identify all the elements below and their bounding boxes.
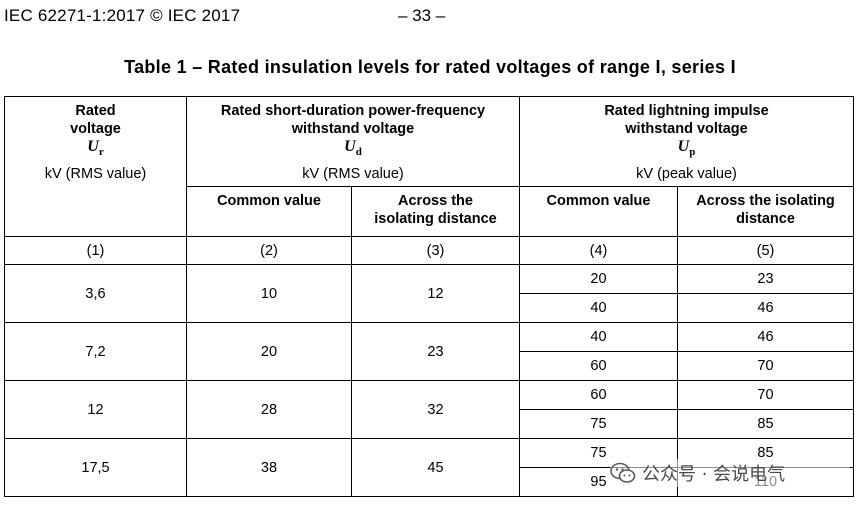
cell-up-common: 75: [519, 409, 678, 439]
column-number: (2): [186, 236, 352, 265]
table-row: 60 70: [5, 351, 854, 381]
symbol-ud: Ud: [189, 138, 517, 161]
table-caption: Table 1 – Rated insulation levels for ra…: [124, 57, 736, 77]
cell-ud-across: 12: [351, 264, 520, 323]
subheader-across-isolating-up: Across the isolating distance: [677, 186, 854, 237]
cell-rated-voltage: 7,2: [4, 322, 187, 381]
watermark-text: 公众号 · 会说电气: [642, 464, 786, 485]
cell-rated-voltage: 3,6: [4, 264, 187, 323]
cell-ud-common: 28: [186, 380, 352, 439]
table-row: 40 46: [5, 293, 854, 323]
unit-kv-rms-1: kV (RMS value): [44, 166, 147, 183]
symbol-up-letter: U: [677, 138, 690, 155]
column-number: (1): [4, 236, 187, 265]
cell-up-common: 20: [519, 264, 678, 294]
table-row: 7,2 20 23 40 46: [4, 322, 854, 381]
cell-rated-voltage: 17,5: [4, 438, 187, 497]
subheader-across-ud-line1: Across the: [398, 193, 473, 209]
cell-up-across: 46: [677, 293, 854, 323]
unit-kv-rms-2: kV (RMS value): [302, 166, 404, 183]
cell-ud-common: 38: [186, 438, 352, 497]
column-number-row: (1) (2) (3) (4) (5): [4, 236, 854, 265]
subheader-across-ud-line2: isolating distance: [374, 211, 497, 227]
symbol-ur-letter: U: [87, 138, 99, 155]
document-header-standard: IEC 62271-1:2017 © IEC 2017: [4, 6, 241, 25]
insulation-levels-table: Rated voltage Ur kV (RMS value) Rated sh…: [4, 96, 854, 497]
header-lightning-impulse: Rated lightning impulse withstand voltag…: [519, 96, 854, 187]
cell-ud-across: 23: [351, 322, 520, 381]
cell-ud-across: 32: [351, 380, 520, 439]
symbol-ud-sub: d: [355, 146, 362, 159]
cell-rated-voltage: 12: [4, 380, 187, 439]
unit-kv-peak: kV (peak value): [636, 166, 737, 183]
subheader-across-isolating-ud: Across the isolating distance: [351, 186, 520, 237]
subheader-across-up-line2: distance: [736, 211, 795, 227]
table-row: 17,5 38 45 75 85: [4, 438, 854, 497]
cell-ud-common: 10: [186, 264, 352, 323]
header-rated-voltage: Rated voltage Ur kV (RMS value): [4, 96, 187, 237]
column-number: (5): [677, 236, 854, 265]
header-rated-voltage-line2: voltage: [70, 121, 121, 137]
symbol-ur-sub: r: [98, 146, 104, 159]
cell-up-across: 70: [677, 351, 854, 381]
cell-up-common: 60: [519, 380, 678, 410]
table-row: 3,6 10 12 20 23: [4, 264, 854, 323]
wechat-watermark: 公众号 · 会说电气: [610, 459, 850, 487]
header-power-frequency: Rated short-duration power-frequency wit…: [186, 96, 520, 187]
cell-up-across: 85: [677, 409, 854, 439]
cell-up-across: 46: [677, 322, 854, 352]
cell-up-common: 40: [519, 322, 678, 352]
header-power-frequency-line2: withstand voltage: [291, 121, 415, 137]
table-row: 75 85: [5, 409, 854, 439]
table-row: 12 28 32 60 70: [4, 380, 854, 439]
column-number: (4): [519, 236, 678, 265]
symbol-ur: Ur: [7, 138, 184, 161]
subheader-common-value-ud: Common value: [186, 186, 352, 237]
header-rated-voltage-line1: Rated: [75, 103, 116, 119]
symbol-up-sub: p: [689, 146, 696, 159]
cell-ud-across: 45: [351, 438, 520, 497]
header-lightning-impulse-line2: withstand voltage: [625, 121, 748, 137]
symbol-ud-letter: U: [344, 138, 356, 155]
header-lightning-impulse-line1: Rated lightning impulse: [604, 103, 769, 119]
subheader-common-value-up: Common value: [519, 186, 678, 237]
subheader-across-up-line1: Across the isolating: [696, 193, 835, 209]
cell-up-across: 70: [677, 380, 854, 410]
cell-up-across: 23: [677, 264, 854, 294]
page-number: – 33 –: [398, 6, 446, 25]
wechat-icon: [610, 462, 636, 483]
symbol-up: Up: [522, 138, 851, 161]
header-power-frequency-line1: Rated short-duration power-frequency: [220, 103, 486, 119]
cell-ud-common: 20: [186, 322, 352, 381]
cell-up-common: 60: [519, 351, 678, 381]
cell-up-common: 40: [519, 293, 678, 323]
column-number: (3): [351, 236, 520, 265]
